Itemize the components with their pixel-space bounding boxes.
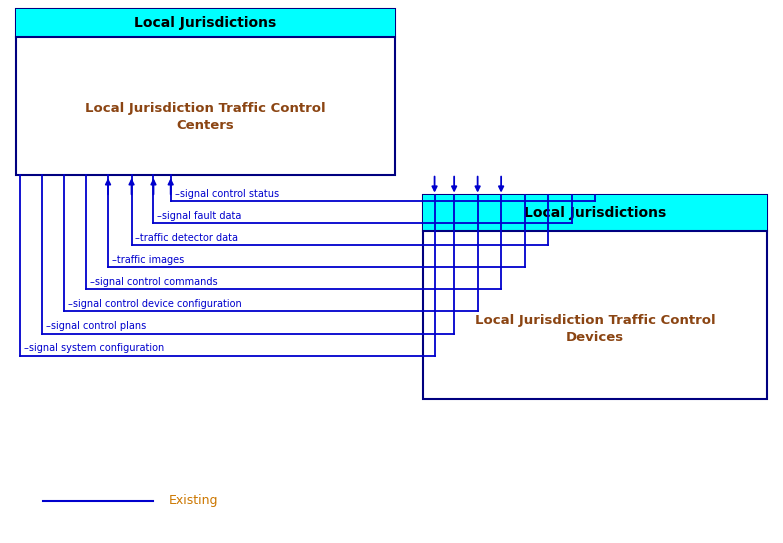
Text: –signal control status: –signal control status <box>175 189 279 199</box>
Text: –signal fault data: –signal fault data <box>157 211 242 221</box>
Bar <box>423 195 767 231</box>
Text: Local Jurisdiction Traffic Control
Devices: Local Jurisdiction Traffic Control Devic… <box>474 313 716 344</box>
Text: –traffic images: –traffic images <box>112 255 184 265</box>
Text: Local Jurisdiction Traffic Control
Centers: Local Jurisdiction Traffic Control Cente… <box>85 102 326 132</box>
Text: –signal control device configuration: –signal control device configuration <box>68 299 242 310</box>
Text: Local Jurisdictions: Local Jurisdictions <box>135 16 276 30</box>
Text: Existing: Existing <box>168 494 218 507</box>
Text: –signal control commands: –signal control commands <box>90 277 218 287</box>
Text: –signal system configuration: –signal system configuration <box>24 344 164 353</box>
Text: –signal control plans: –signal control plans <box>46 321 146 331</box>
Bar <box>423 195 767 399</box>
Bar <box>16 9 395 175</box>
Text: Local Jurisdictions: Local Jurisdictions <box>524 206 666 220</box>
Text: –traffic detector data: –traffic detector data <box>135 233 239 243</box>
Bar <box>16 9 395 37</box>
